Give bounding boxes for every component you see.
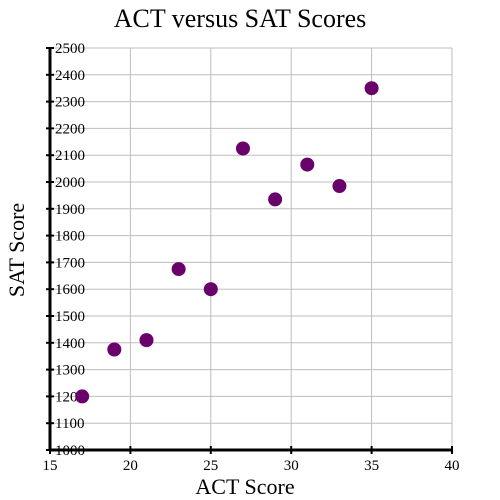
y-tick-label: 2300 <box>55 95 85 111</box>
y-tick-label: 1000 <box>55 443 85 459</box>
data-point <box>203 282 218 297</box>
data-point <box>332 179 347 194</box>
data-point <box>139 333 154 348</box>
y-tick-label: 1300 <box>55 363 85 379</box>
x-tick-label: 20 <box>123 458 138 474</box>
data-point <box>268 192 283 207</box>
y-axis-label: SAT Score <box>4 203 29 297</box>
y-tick-label: 2000 <box>55 175 85 191</box>
x-axis-label: ACT Score <box>195 474 294 499</box>
data-points <box>75 81 379 404</box>
y-tick-label: 1400 <box>55 336 85 352</box>
y-tick-label: 1600 <box>55 282 85 298</box>
y-tick-label: 1700 <box>55 255 85 271</box>
y-tick-label: 1800 <box>55 229 85 245</box>
y-tick-label: 2500 <box>55 41 85 57</box>
x-tick-label: 15 <box>43 458 58 474</box>
y-tick-label: 1500 <box>55 309 85 325</box>
data-point <box>171 262 186 277</box>
y-tick-label: 2200 <box>55 121 85 137</box>
y-tick-label: 2400 <box>55 68 85 84</box>
data-point <box>364 81 379 96</box>
y-tick-label: 2100 <box>55 148 85 164</box>
grid <box>50 47 453 450</box>
x-tick-label: 30 <box>284 458 299 474</box>
chart-title: ACT versus SAT Scores <box>114 4 367 33</box>
x-tick-label: 25 <box>203 458 218 474</box>
x-axis-ticks: 15 20 25 30 35 40 <box>43 446 460 474</box>
data-point <box>235 141 250 156</box>
y-tick-label: 1900 <box>55 202 85 218</box>
data-point <box>107 342 122 357</box>
data-point <box>300 157 315 172</box>
axes <box>48 48 452 452</box>
x-tick-label: 40 <box>445 458 460 474</box>
y-tick-label: 1100 <box>55 416 84 432</box>
data-point <box>75 389 90 404</box>
y-axis-ticks: 1000110012001300140015001600170018001900… <box>46 41 85 459</box>
x-tick-label: 35 <box>364 458 379 474</box>
